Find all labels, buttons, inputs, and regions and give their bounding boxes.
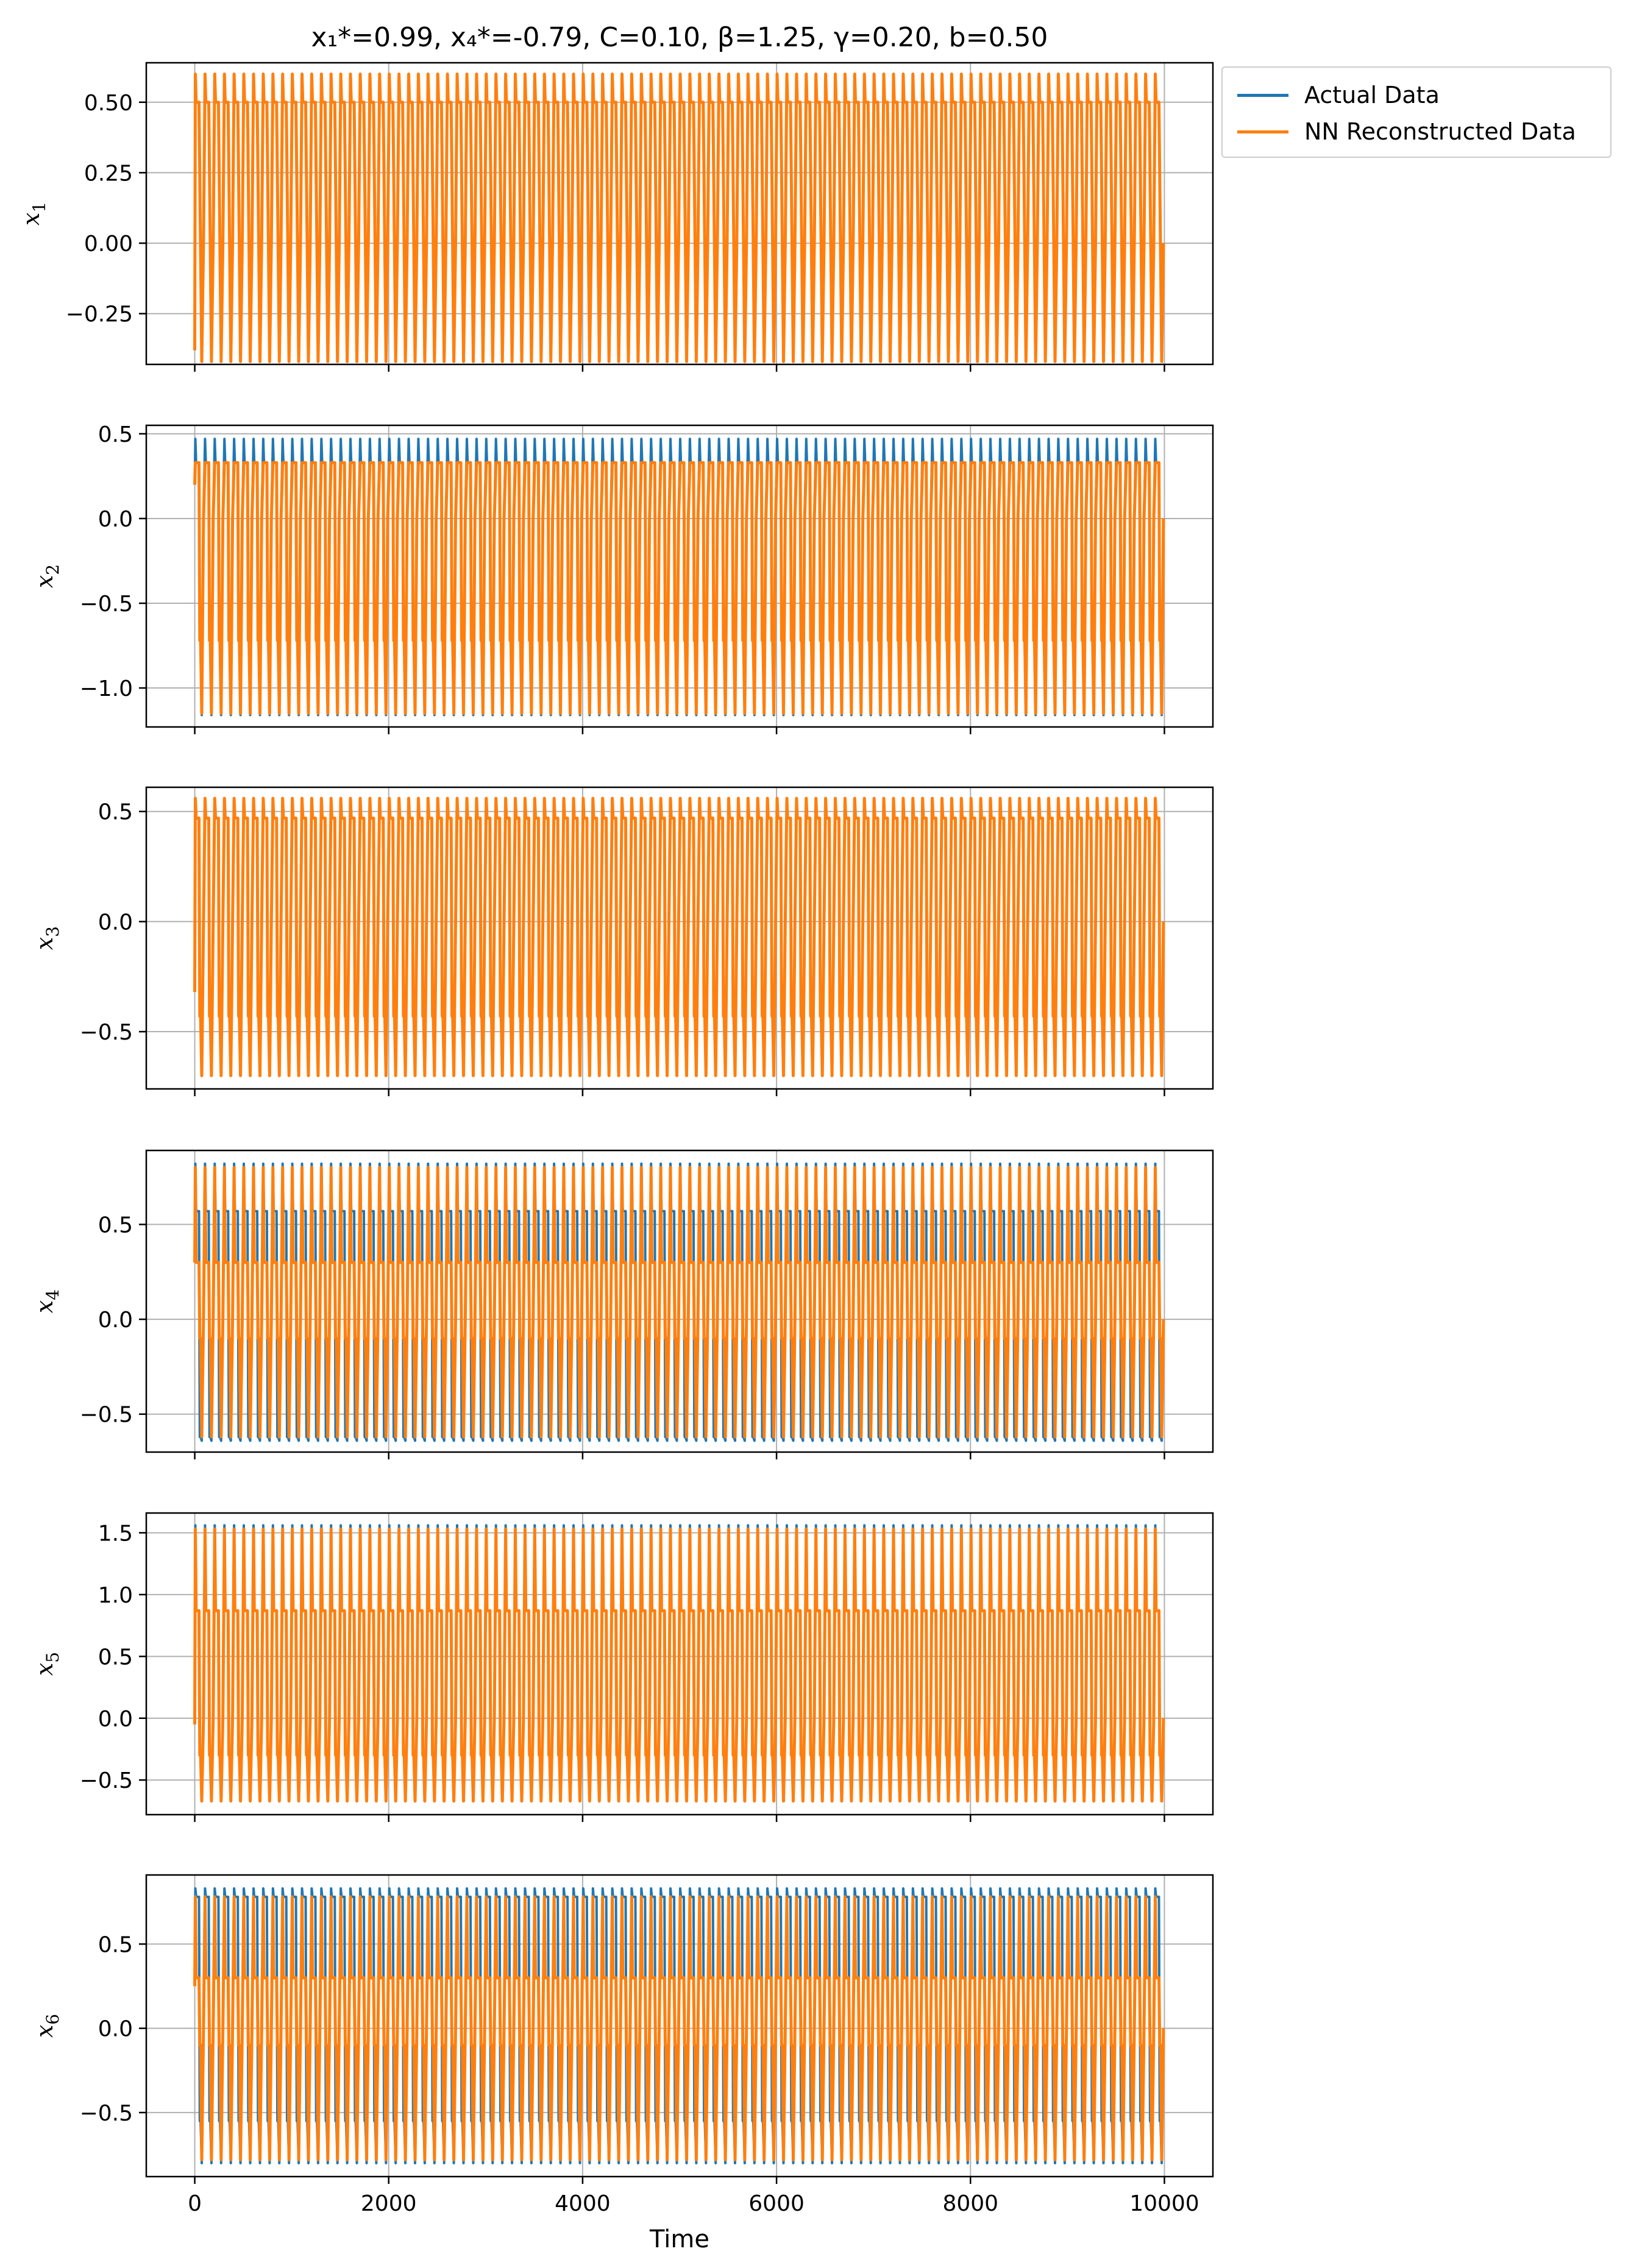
y-axis-label: x2 xyxy=(31,564,63,588)
series-line-reconstructed xyxy=(193,1527,1165,1803)
axes-frame xyxy=(145,1149,1214,1453)
axes-frame xyxy=(145,786,1214,1090)
y-axis-label-base: x xyxy=(31,937,58,950)
subplot-x6: −0.5 0.0 0.5 0 2000 4000 6000 8000 10000 x6 xyxy=(31,1874,1214,2216)
x-tick-label: 6000 xyxy=(748,2191,805,2216)
y-tick-label: 1.0 xyxy=(98,1583,133,1608)
y-axis-label-base: x xyxy=(31,1663,58,1676)
y-axis-label-base: x xyxy=(31,1300,58,1313)
y-tick-label: 0.0 xyxy=(98,1707,133,1732)
y-tick-label: −0.5 xyxy=(80,1768,133,1793)
y-tick-label: 0.5 xyxy=(98,1645,133,1670)
x-tick-label: 4000 xyxy=(555,2191,611,2216)
y-tick-label: −0.5 xyxy=(80,592,133,617)
y-tick-label: 0.0 xyxy=(98,2017,133,2042)
y-tick-label: 0.5 xyxy=(98,1213,133,1238)
y-tick-label: 0.00 xyxy=(84,232,133,257)
y-axis-label: x4 xyxy=(31,1289,63,1313)
legend: Actual Data NN Reconstructed Data xyxy=(1221,66,1611,158)
series-line-reconstructed xyxy=(193,1166,1165,1439)
subplot-stack: −0.250.000.250.50x1−1.0−0.50.00.5x2−0.50… xyxy=(18,62,1214,2216)
y-axis-label-base: x xyxy=(31,2025,58,2038)
y-axis-label-subscript: 5 xyxy=(43,1652,63,1663)
axes-frame xyxy=(145,1512,1214,1816)
legend-entry-reconstructed: NN Reconstructed Data xyxy=(1237,116,1576,147)
series-group xyxy=(193,1524,1165,1803)
y-tick-label: 0.5 xyxy=(98,800,133,825)
y-tick-label: 0.0 xyxy=(98,507,133,532)
series-group xyxy=(193,1162,1165,1442)
y-axis-label: x3 xyxy=(31,926,63,950)
y-tick-label: −1.0 xyxy=(80,676,133,701)
x-axis-label: Time xyxy=(649,2225,709,2253)
series-line-reconstructed xyxy=(193,461,1165,715)
y-tick-label: 0.5 xyxy=(98,422,133,447)
legend-swatch-reconstructed xyxy=(1237,130,1288,133)
axes-frame xyxy=(145,1874,1214,2178)
subplot-x1: −0.25 0.00 0.25 0.50 x1 xyxy=(18,62,1214,372)
subplot-x5: −0.5 0.0 0.5 1.0 1.5 x5 xyxy=(31,1512,1214,1822)
series-group xyxy=(193,1887,1165,2164)
y-axis-label: x1 xyxy=(18,202,49,225)
series-line-reconstructed xyxy=(193,73,1165,363)
axes-frame xyxy=(145,62,1214,366)
series-group xyxy=(193,73,1165,363)
x-tick-label: 8000 xyxy=(942,2191,998,2216)
series-line-reconstructed xyxy=(193,796,1165,1077)
series-group xyxy=(193,438,1165,717)
y-axis-label-subscript: 3 xyxy=(43,926,63,937)
y-axis-label-subscript: 1 xyxy=(29,202,49,213)
legend-label-actual: Actual Data xyxy=(1304,82,1440,108)
subplot-x2: −1.0 −0.5 0.0 0.5 x2 xyxy=(31,422,1214,734)
legend-label-reconstructed: NN Reconstructed Data xyxy=(1304,118,1576,145)
series-line-reconstructed xyxy=(193,1895,1165,2161)
y-tick-label: −0.5 xyxy=(80,2101,133,2126)
y-axis-label-subscript: 4 xyxy=(43,1289,63,1300)
y-axis-label-subscript: 2 xyxy=(43,564,63,575)
y-axis-label-base: x xyxy=(31,575,58,588)
axes-frame xyxy=(145,424,1214,728)
y-tick-label: 0.0 xyxy=(98,910,133,935)
series-group xyxy=(193,796,1165,1077)
y-tick-label: −0.25 xyxy=(66,302,133,327)
subplot-x4: −0.5 0.0 0.5 x4 xyxy=(31,1149,1214,1459)
x-tick-label: 10000 xyxy=(1129,2191,1199,2216)
y-tick-label: 0.25 xyxy=(84,161,133,186)
x-tick-label: 2000 xyxy=(361,2191,417,2216)
y-tick-label: 0.50 xyxy=(84,91,133,116)
y-axis-label: x5 xyxy=(31,1652,63,1676)
x-tick-label: 0 xyxy=(188,2191,202,2216)
y-tick-label: −0.5 xyxy=(80,1020,133,1045)
y-axis-label-subscript: 6 xyxy=(43,2014,63,2025)
y-axis-label-base: x xyxy=(18,213,44,225)
legend-swatch-actual xyxy=(1237,93,1288,97)
legend-entry-actual: Actual Data xyxy=(1237,80,1440,110)
y-tick-label: 0.5 xyxy=(98,1932,133,1957)
y-tick-label: 0.0 xyxy=(98,1308,133,1333)
y-tick-label: −0.5 xyxy=(80,1403,133,1428)
y-axis-label: x6 xyxy=(31,2014,63,2038)
subplot-x3: −0.5 0.0 0.5 x3 xyxy=(31,786,1214,1096)
chart-title: x₁*=0.99, x₄*=-0.79, C=0.10, β=1.25, γ=0… xyxy=(311,22,1048,53)
y-tick-label: 1.5 xyxy=(98,1521,133,1546)
